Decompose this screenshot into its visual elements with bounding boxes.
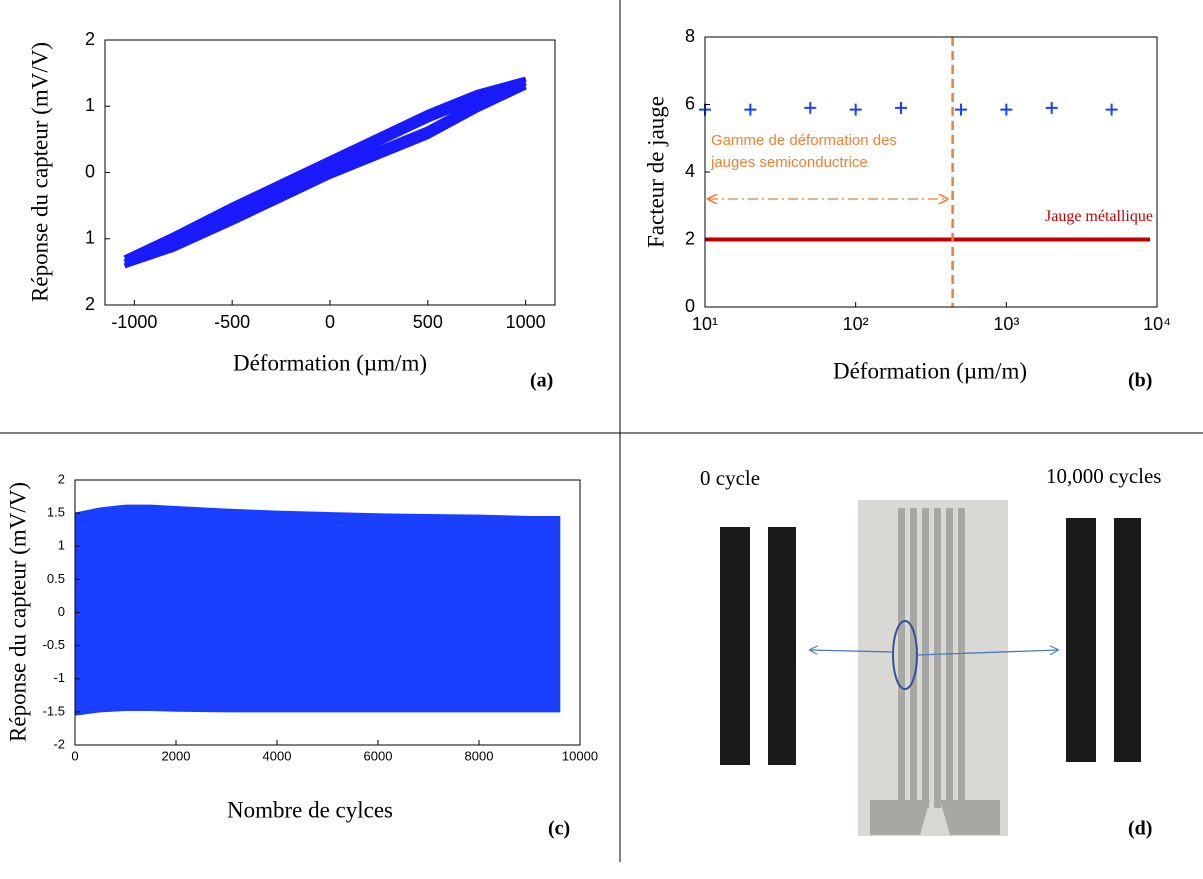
trace-right	[1066, 518, 1096, 762]
point	[744, 103, 757, 116]
x-tick-label: 10³	[993, 314, 1019, 334]
arrow	[810, 650, 894, 652]
point	[895, 101, 908, 114]
x-tick-label: 10¹	[692, 314, 718, 334]
point	[1045, 101, 1058, 114]
gauge-photo	[858, 500, 1008, 836]
x-tick-label: 500	[413, 312, 443, 332]
x-axis-label: Nombre de cylces	[227, 797, 393, 822]
point	[849, 103, 862, 116]
y-tick-label: 2	[685, 228, 695, 248]
y-tick-label: 0	[58, 604, 65, 619]
plot-frame	[704, 36, 1158, 308]
y-axis-label: Facteur de jauge	[643, 96, 668, 248]
y-tick-label: 4	[685, 161, 695, 181]
x-tick-label: 8000	[465, 748, 494, 763]
loop-line	[123, 80, 527, 265]
y-tick-label: 1	[85, 95, 95, 115]
x-tick-label: 0	[71, 748, 78, 763]
x-tick-label: 0	[325, 312, 335, 332]
trace-left	[720, 527, 750, 765]
y-tick-label: 1.5	[47, 505, 65, 520]
trace-right	[1114, 518, 1141, 762]
x-axis-label: Déformation (µm/m)	[233, 350, 427, 375]
x-tick-label: 10000	[562, 748, 598, 763]
x-tick-label: 6000	[364, 748, 393, 763]
y-tick-label: -1.5	[43, 703, 65, 718]
x-tick-label: 10⁴	[1143, 314, 1171, 334]
y-tick-label: 1	[85, 228, 95, 248]
photo-label: 10,000 cycles	[1046, 464, 1161, 488]
series-label: Jauge métallique	[1045, 208, 1153, 225]
x-tick-label: 2000	[162, 748, 191, 763]
y-tick-label: 0.5	[47, 571, 65, 586]
signal-band	[74, 504, 561, 716]
y-tick-label: 2	[85, 294, 95, 314]
gauge-grid	[870, 508, 1000, 835]
x-axis-label: Déformation (µm/m)	[833, 358, 1027, 383]
point	[804, 101, 817, 114]
x-tick-label: -1000	[111, 312, 157, 332]
loop-line	[123, 84, 527, 269]
y-tick-label: 0	[685, 296, 695, 316]
y-tick-label: -1	[53, 670, 65, 685]
point	[1000, 103, 1013, 116]
panel-label: (d)	[1128, 818, 1152, 840]
x-tick-label: -500	[214, 312, 250, 332]
photo-panel: 0 cycle 10,000 cycles (d)	[700, 464, 1161, 840]
x-tick-label: 10²	[843, 314, 869, 334]
x-tick-label: 1000	[506, 312, 546, 332]
x-tick-label: 4000	[263, 748, 292, 763]
y-tick-label: 2	[58, 471, 65, 486]
annotation: Gamme de déformation des	[711, 132, 897, 149]
y-tick-label: 0	[85, 161, 95, 181]
trace-left	[768, 527, 796, 765]
y-tick-label: -2	[53, 736, 65, 751]
point	[1105, 103, 1118, 116]
photo-label: 0 cycle	[700, 466, 760, 490]
y-tick-label: 2	[85, 29, 95, 49]
point	[954, 103, 967, 116]
annotation: jauges semiconductrice	[710, 154, 868, 171]
y-tick-label: 6	[685, 93, 695, 113]
y-tick-label: 8	[685, 26, 695, 46]
y-tick-label: 1	[58, 538, 65, 553]
panel-label: (a)	[530, 370, 553, 392]
panel-label: (c)	[548, 818, 570, 840]
arrow	[916, 650, 1058, 656]
y-axis-label: Réponse du capteur (mV/V)	[5, 482, 30, 742]
y-tick-label: -0.5	[43, 637, 65, 652]
y-axis-label: Réponse du capteur (mV/V)	[27, 42, 52, 302]
panel-label: (b)	[1128, 370, 1152, 392]
